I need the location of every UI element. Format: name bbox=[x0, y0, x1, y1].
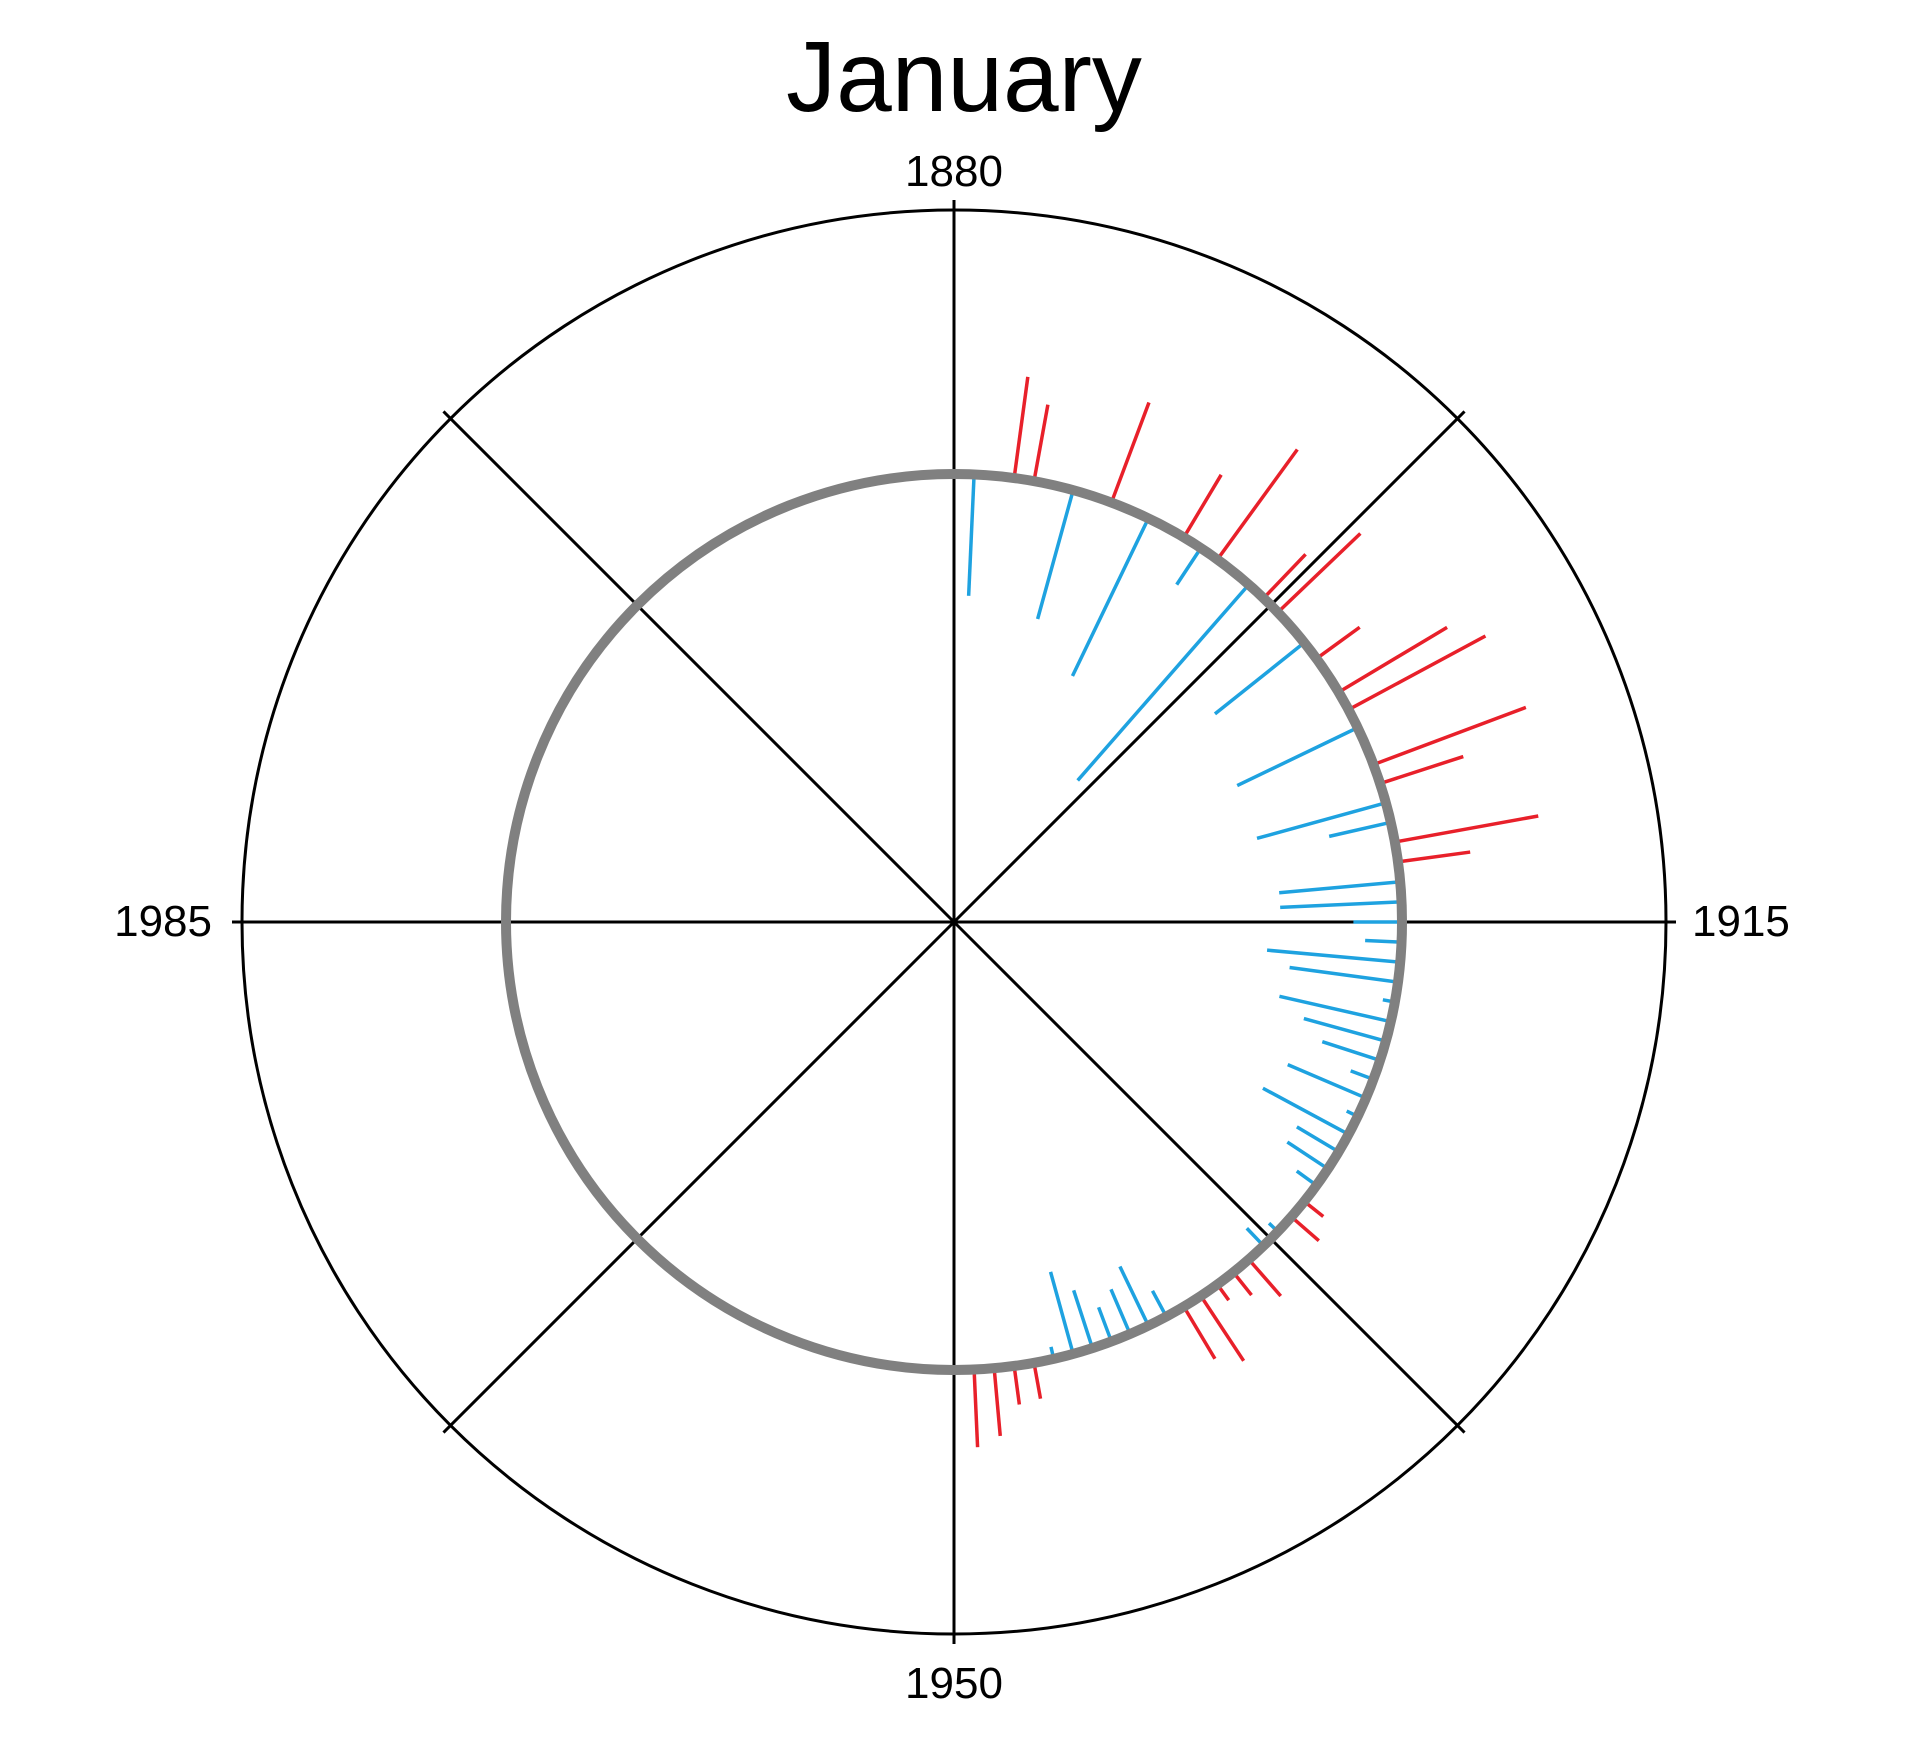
tick-labels: 1880 1915 1950 1985 bbox=[114, 147, 1790, 1708]
anomaly-bar bbox=[1096, 1306, 1114, 1343]
anomaly-bar bbox=[1215, 448, 1299, 561]
anomaly-bar bbox=[1266, 948, 1401, 964]
anomaly-bar bbox=[1347, 634, 1487, 712]
axis-tick-mark bbox=[442, 410, 452, 420]
anomaly-bar bbox=[972, 1369, 980, 1448]
anomaly-bar bbox=[1118, 1265, 1150, 1327]
anomaly-bars bbox=[966, 376, 1539, 1448]
anomaly-bar bbox=[1256, 801, 1387, 841]
anomaly-bar bbox=[1290, 1215, 1320, 1243]
axis-tick-mark bbox=[1456, 410, 1466, 420]
anomaly-bar bbox=[1247, 1258, 1283, 1298]
anomaly-bar bbox=[1262, 1086, 1350, 1136]
anomaly-bar bbox=[1279, 880, 1401, 895]
anomaly-bar bbox=[966, 474, 976, 596]
anomaly-bar bbox=[1379, 754, 1464, 786]
anomaly-bar bbox=[1321, 1040, 1381, 1063]
anomaly-bar bbox=[1076, 583, 1251, 782]
anomaly-bar bbox=[1199, 1294, 1246, 1362]
anomaly-bar bbox=[1394, 814, 1539, 844]
axis-tick-mark bbox=[1456, 1424, 1466, 1434]
anomaly-bar bbox=[1279, 994, 1392, 1024]
anomaly-bar bbox=[1328, 820, 1392, 839]
anomaly-bar bbox=[1213, 641, 1306, 716]
anomaly-bar bbox=[1372, 705, 1527, 767]
anomaly-bar bbox=[1289, 965, 1399, 984]
anomaly-bar bbox=[1109, 1288, 1132, 1335]
angle-tick-label: 1985 bbox=[114, 897, 212, 946]
spoke-line bbox=[952, 920, 1459, 1427]
anomaly-bar bbox=[1236, 726, 1359, 788]
anomaly-bar bbox=[1070, 517, 1150, 677]
anomaly-bar bbox=[1012, 376, 1030, 479]
anomaly-bar bbox=[1262, 553, 1307, 600]
anomaly-bar bbox=[1175, 547, 1203, 586]
chart-title: January bbox=[786, 21, 1142, 133]
anomaly-bar bbox=[1365, 938, 1402, 944]
anomaly-bar bbox=[1109, 401, 1151, 504]
spoke-line bbox=[952, 417, 1459, 924]
angle-tick-label: 1950 bbox=[905, 1659, 1003, 1708]
anomaly-bar bbox=[1280, 900, 1402, 910]
anomaly-bar bbox=[1337, 625, 1448, 694]
anomaly-bar bbox=[1303, 1016, 1387, 1043]
axis-tick-mark bbox=[442, 1424, 452, 1434]
anomaly-bar bbox=[1012, 1365, 1022, 1405]
anomaly-bar bbox=[1315, 625, 1361, 661]
anomaly-bar bbox=[1295, 1125, 1340, 1154]
baseline-ring-layer bbox=[501, 469, 1407, 1375]
anomaly-bar bbox=[1032, 404, 1050, 482]
anomaly-bar bbox=[1397, 850, 1471, 864]
anomaly-bar bbox=[1182, 473, 1223, 539]
spoke-line bbox=[449, 920, 956, 1427]
angle-tick-label: 1880 bbox=[905, 147, 1003, 196]
anomaly-bar bbox=[1072, 1289, 1095, 1349]
anomaly-bar bbox=[992, 1368, 1003, 1437]
anomaly-bar bbox=[1276, 532, 1362, 614]
anomaly-bar bbox=[1032, 1362, 1043, 1399]
anomaly-bar bbox=[1286, 1140, 1329, 1171]
spoke-line bbox=[449, 417, 956, 924]
anomaly-bar bbox=[1182, 1305, 1217, 1360]
polar-axes bbox=[232, 200, 1676, 1644]
anomaly-bar bbox=[1048, 1271, 1075, 1355]
anomaly-bar bbox=[1035, 489, 1075, 620]
angle-tick-label: 1915 bbox=[1692, 897, 1790, 946]
anomaly-bar bbox=[1287, 1063, 1367, 1100]
baseline-ring bbox=[501, 469, 1407, 1375]
